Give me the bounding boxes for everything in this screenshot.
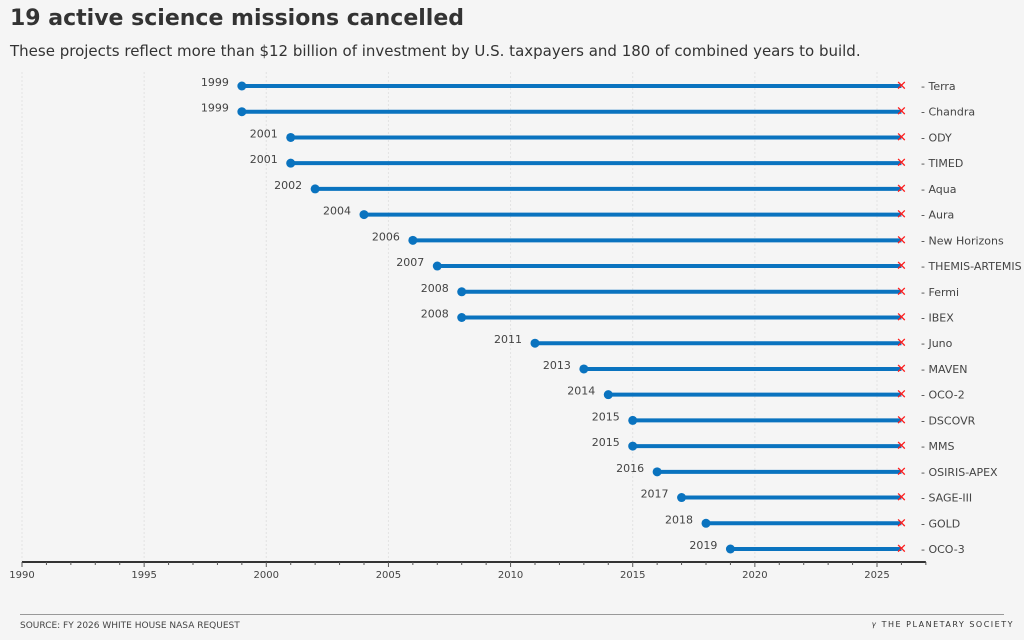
mission-label: - ODY [921, 131, 952, 144]
start-year-label: 2015 [592, 410, 620, 423]
start-point [310, 184, 320, 194]
start-year-label: 2001 [250, 127, 278, 140]
cancel-x-icon: ✕ [896, 233, 907, 248]
start-year-label: 2014 [567, 385, 595, 398]
start-point [530, 338, 540, 348]
start-year-label: 2018 [665, 513, 693, 526]
start-year-label: 2007 [396, 256, 424, 269]
mission-label: - GOLD [921, 517, 960, 530]
start-point [237, 81, 247, 91]
cancel-x-icon: ✕ [896, 208, 907, 223]
footer-divider [20, 614, 1004, 615]
start-point [432, 261, 442, 271]
x-tick-label: 2020 [742, 570, 767, 581]
mission-label: - New Horizons [921, 234, 1004, 247]
start-year-label: 1999 [201, 76, 229, 89]
chart-title: 19 active science missions cancelled [10, 6, 465, 31]
cancel-x-icon: ✕ [896, 311, 907, 326]
chart-subtitle: These projects reflect more than $12 bil… [10, 42, 861, 60]
start-point [579, 364, 589, 374]
start-point [286, 132, 296, 142]
start-year-label: 1999 [201, 102, 229, 115]
mission-label: - OSIRIS-APEX [921, 466, 998, 479]
cancel-x-icon: ✕ [896, 465, 907, 480]
start-year-label: 2019 [689, 539, 717, 552]
start-point [237, 107, 247, 117]
mission-label: - Aura [921, 209, 954, 222]
planetary-society-logo: 𝛾 THE PLANETARY SOCIETY [872, 620, 1014, 630]
start-year-label: 2008 [421, 282, 449, 295]
dumbbell-chart: ✕ 1999 - Terra ✕ 1999 - Chandra ✕ 2001 - ODY ✕ 200… [9, 72, 1022, 581]
source-note: SOURCE: FY 2026 WHITE HOUSE NASA REQUEST [20, 621, 240, 631]
mission-label: - MMS [921, 440, 954, 453]
cancel-x-icon: ✕ [896, 336, 907, 351]
start-year-label: 2016 [616, 462, 644, 475]
start-year-label: 2002 [274, 179, 302, 192]
start-point [701, 518, 711, 528]
mission-label: - DSCOVR [921, 414, 976, 427]
x-tick-label: 2025 [864, 570, 889, 581]
cancel-x-icon: ✕ [896, 388, 907, 403]
start-year-label: 2001 [250, 153, 278, 166]
mission-label: - Juno [921, 337, 953, 350]
cancel-x-icon: ✕ [896, 285, 907, 300]
cancel-x-icon: ✕ [896, 105, 907, 120]
start-point [457, 313, 467, 322]
start-year-label: 2004 [323, 205, 351, 218]
cancel-x-icon: ✕ [896, 413, 907, 428]
x-tick-label: 2015 [620, 570, 645, 581]
x-tick-label: 2005 [376, 570, 401, 581]
cancel-x-icon: ✕ [896, 439, 907, 454]
start-year-label: 2008 [421, 308, 449, 321]
start-point [652, 467, 662, 477]
cancel-x-icon: ✕ [896, 259, 907, 274]
mission-label: - SAGE-III [921, 492, 972, 505]
start-point [677, 493, 687, 503]
cancel-x-icon: ✕ [896, 182, 907, 197]
logo-text: THE PLANETARY SOCIETY [881, 620, 1014, 629]
mission-label: - TIMED [921, 157, 963, 170]
x-tick-label: 2010 [498, 570, 523, 581]
mission-label: - THEMIS-ARTEMIS [921, 260, 1022, 273]
start-point [457, 287, 467, 297]
x-tick-label: 1990 [9, 570, 34, 581]
cancel-x-icon: ✕ [896, 542, 907, 557]
mission-label: - OCO-2 [921, 389, 965, 402]
mission-label: - MAVEN [921, 363, 967, 376]
start-point [725, 544, 735, 554]
start-point [408, 235, 418, 245]
start-year-label: 2006 [372, 230, 400, 243]
logo-icon: 𝛾 [871, 620, 882, 629]
x-tick-label: 1995 [131, 570, 156, 581]
start-point [603, 390, 613, 400]
mission-label: - Fermi [921, 286, 959, 299]
start-year-label: 2015 [592, 436, 620, 449]
mission-label: - Terra [921, 80, 956, 93]
start-point [359, 210, 369, 220]
mission-label: - Chandra [921, 106, 975, 119]
cancel-x-icon: ✕ [896, 79, 907, 94]
cancel-x-icon: ✕ [896, 516, 907, 531]
mission-label: - Aqua [921, 183, 957, 196]
start-point [286, 158, 296, 168]
x-tick-label: 2000 [254, 570, 279, 581]
cancel-x-icon: ✕ [896, 156, 907, 171]
start-point [628, 441, 638, 451]
cancel-x-icon: ✕ [896, 362, 907, 377]
cancel-x-icon: ✕ [896, 130, 907, 145]
start-year-label: 2017 [641, 488, 669, 501]
mission-label: - IBEX [921, 312, 954, 325]
start-year-label: 2011 [494, 333, 522, 346]
start-point [628, 415, 638, 425]
start-year-label: 2013 [543, 359, 571, 372]
mission-label: - OCO-3 [921, 543, 965, 556]
cancel-x-icon: ✕ [896, 491, 907, 506]
